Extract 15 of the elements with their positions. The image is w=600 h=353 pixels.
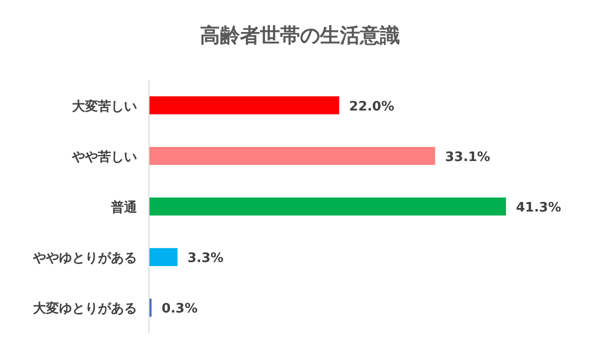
bar: [149, 96, 340, 114]
data-label: 41.3%: [516, 200, 562, 216]
bar: [149, 248, 178, 266]
chart-title: 高齢者世帯の生活意識: [200, 23, 400, 47]
data-label: 3.3%: [188, 251, 224, 266]
y-tick-label: 大変苦しい: [72, 98, 137, 114]
y-tick-label: 普通: [110, 200, 138, 216]
y-tick-label: 大変ゆとりがある: [33, 300, 137, 317]
data-label: 0.3%: [162, 302, 198, 317]
bar: [149, 146, 436, 165]
y-tick-label: ややゆとりがある: [32, 251, 137, 266]
data-label: 33.1%: [445, 150, 490, 165]
data-label: 22.0%: [349, 99, 394, 114]
y-tick-label: やや苦しい: [71, 150, 137, 165]
bar: [149, 198, 506, 216]
